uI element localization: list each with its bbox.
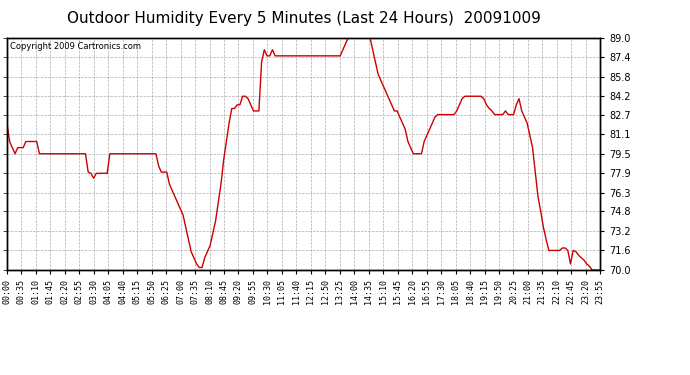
Text: Outdoor Humidity Every 5 Minutes (Last 24 Hours)  20091009: Outdoor Humidity Every 5 Minutes (Last 2… [67,11,540,26]
Text: Copyright 2009 Cartronics.com: Copyright 2009 Cartronics.com [10,42,141,51]
